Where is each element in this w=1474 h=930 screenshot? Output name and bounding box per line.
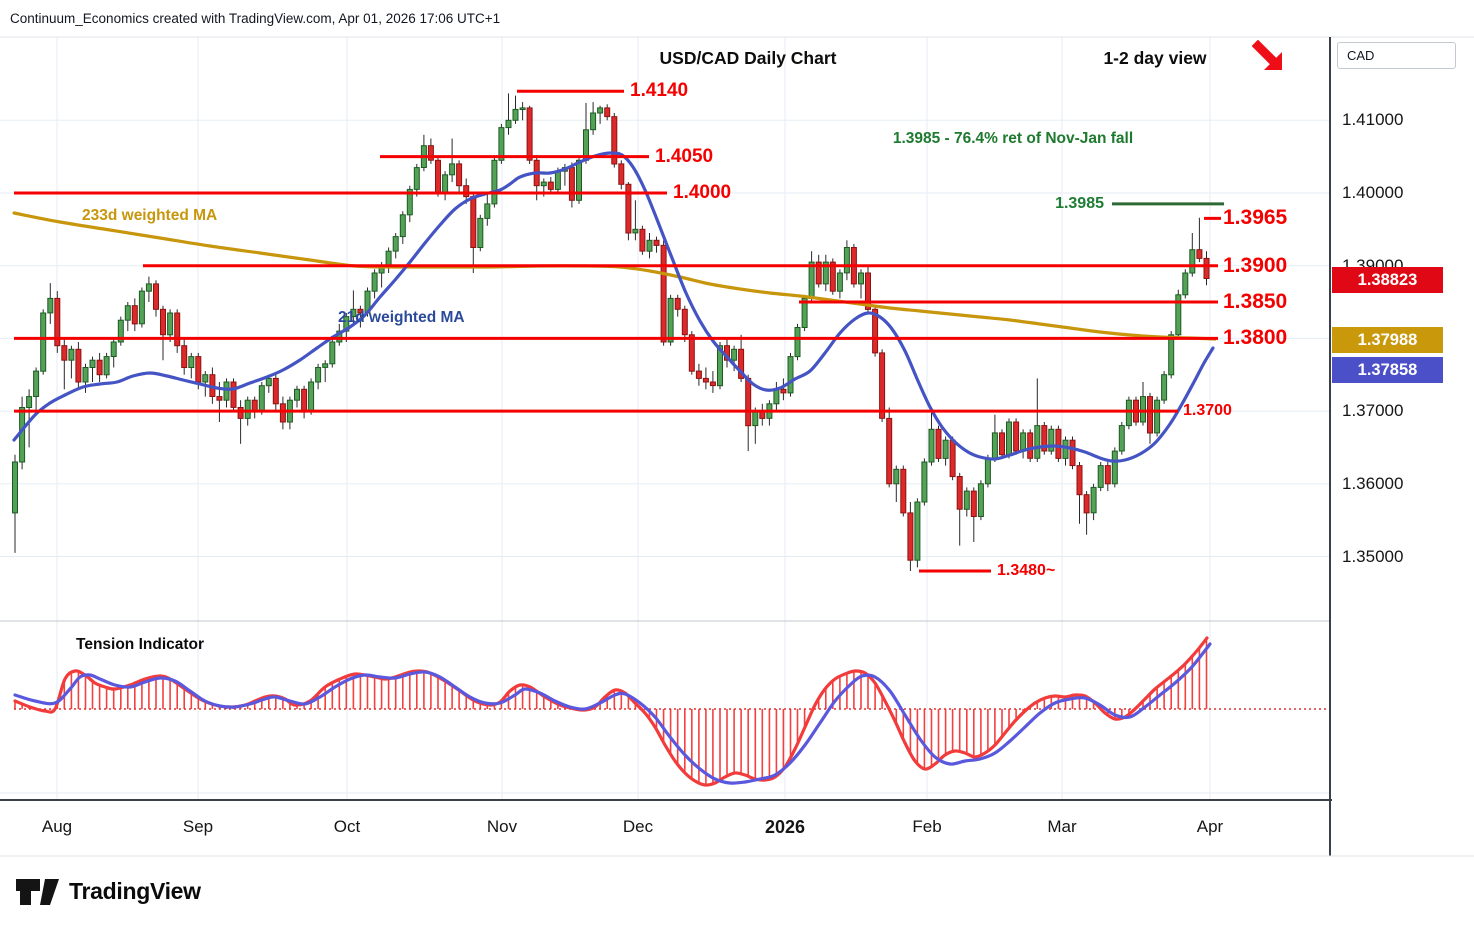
- chart-title: USD/CAD Daily Chart: [659, 48, 837, 68]
- level-label-1.3985: 1.3985: [1055, 194, 1104, 212]
- level-label-1.4050: 1.4050: [655, 145, 714, 167]
- time-axis-label-Dec: Dec: [622, 817, 654, 836]
- price-badge-1.37858: 1.37858: [1332, 357, 1443, 383]
- tradingview-logo[interactable]: TradingView: [14, 874, 201, 908]
- price-axis-tick-1.35000: 1.35000: [1342, 546, 1404, 566]
- ma-233-label: 233d weighted MA: [82, 207, 218, 224]
- time-axis-label-Nov: Nov: [486, 817, 518, 836]
- attribution-text: Continuum_Economics created with Trading…: [10, 11, 501, 26]
- level-label-1.3480: 1.3480~: [997, 562, 1056, 580]
- time-axis-label-Sep: Sep: [182, 817, 214, 836]
- level-label-1.3900: 1.3900: [1223, 253, 1288, 277]
- symbol-box[interactable]: CAD: [1337, 42, 1456, 69]
- price-badge-1.37988: 1.37988: [1332, 327, 1443, 353]
- level-label-1.3850: 1.3850: [1223, 290, 1288, 314]
- level-label-1.4140: 1.4140: [630, 80, 689, 102]
- bearish-arrow-icon: [1252, 40, 1282, 70]
- tradingview-logo-icon: [16, 879, 59, 905]
- time-axis-label-Mar: Mar: [1047, 817, 1077, 836]
- retracement-annotation: 1.3985 - 76.4% ret of Nov-Jan fall: [892, 130, 1134, 147]
- view-horizon-label: 1-2 day view: [1103, 48, 1207, 68]
- time-axis-label-2026: 2026: [764, 817, 806, 837]
- level-label-1.3800: 1.3800: [1223, 326, 1288, 350]
- time-axis-label-Aug: Aug: [41, 817, 73, 836]
- symbol-label: CAD: [1347, 48, 1375, 63]
- price-badge-1.38823: 1.38823: [1332, 267, 1443, 293]
- level-label-1.3965: 1.3965: [1223, 206, 1288, 230]
- time-axis-label-Oct: Oct: [333, 817, 361, 836]
- price-axis-tick-1.41000: 1.41000: [1342, 110, 1404, 130]
- oscillator-title: Tension Indicator: [76, 636, 205, 653]
- tradingview-logo-text: TradingView: [69, 877, 201, 904]
- level-label-1.3700: 1.3700: [1183, 402, 1232, 420]
- ma-21-label: 21d weighted MA: [338, 309, 465, 326]
- price-axis-tick-1.37000: 1.37000: [1342, 401, 1404, 421]
- time-axis-label-Feb: Feb: [912, 817, 942, 836]
- time-axis-label-Apr: Apr: [1196, 817, 1224, 836]
- price-axis-tick-1.40000: 1.40000: [1342, 183, 1404, 202]
- price-axis-tick-1.36000: 1.36000: [1342, 473, 1404, 493]
- level-label-1.4000: 1.4000: [673, 182, 732, 203]
